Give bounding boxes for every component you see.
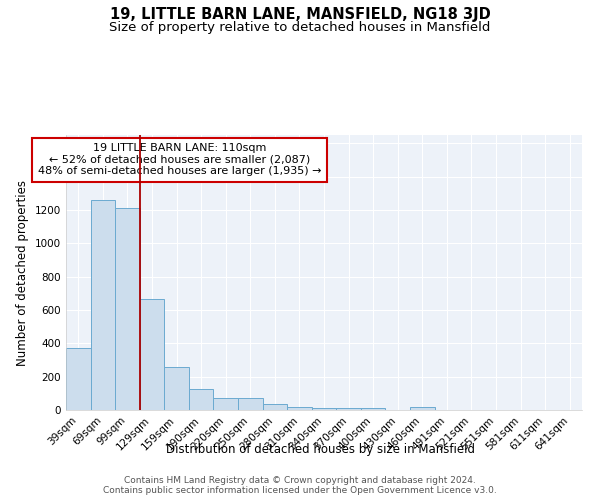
Bar [263,404,287,410]
Y-axis label: Number of detached properties: Number of detached properties [16,180,29,366]
Bar [361,408,385,410]
Text: Contains public sector information licensed under the Open Government Licence v3: Contains public sector information licen… [103,486,497,495]
Bar [164,366,189,410]
Bar [66,348,91,410]
Bar [214,398,238,410]
Text: Distribution of detached houses by size in Mansfield: Distribution of detached houses by size … [167,442,476,456]
Text: 19 LITTLE BARN LANE: 110sqm
← 52% of detached houses are smaller (2,087)
48% of : 19 LITTLE BARN LANE: 110sqm ← 52% of det… [38,143,321,176]
Text: Size of property relative to detached houses in Mansfield: Size of property relative to detached ho… [109,22,491,35]
Text: 19, LITTLE BARN LANE, MANSFIELD, NG18 3JD: 19, LITTLE BARN LANE, MANSFIELD, NG18 3J… [110,8,490,22]
Bar [312,408,336,410]
Bar [410,406,434,410]
Bar [238,398,263,410]
Bar [91,200,115,410]
Bar [336,408,361,410]
Bar [287,406,312,410]
Bar [115,208,140,410]
Bar [140,299,164,410]
Text: Contains HM Land Registry data © Crown copyright and database right 2024.: Contains HM Land Registry data © Crown c… [124,476,476,485]
Bar [189,389,214,410]
